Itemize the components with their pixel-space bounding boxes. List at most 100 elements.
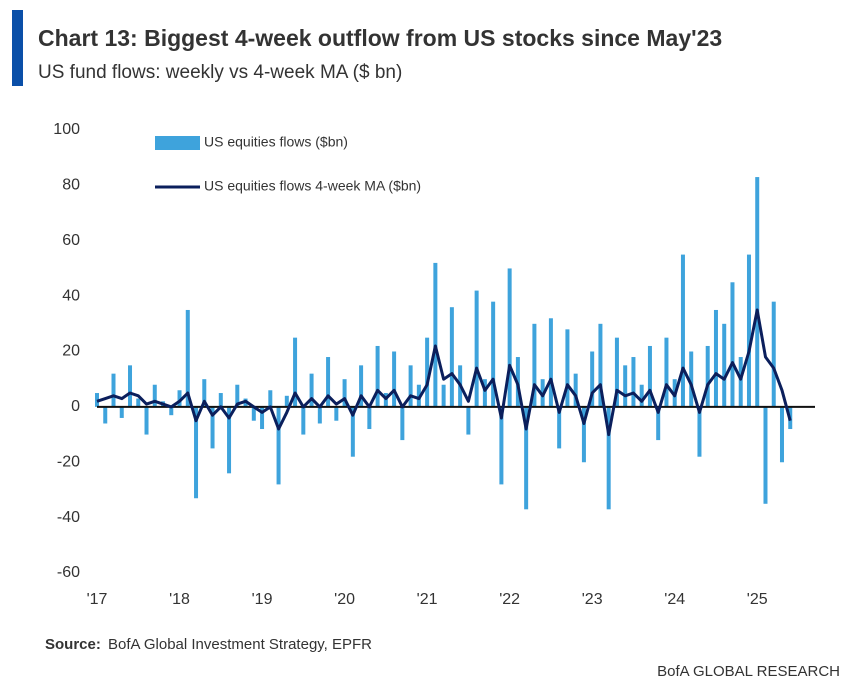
bar: [293, 337, 298, 407]
y-tick-label: -40: [57, 509, 80, 526]
bar: [491, 301, 496, 407]
bar: [408, 365, 413, 407]
brand: BofA GLOBAL RESEARCH: [657, 663, 840, 680]
chart-title: Chart 13: Biggest 4-week outflow from US…: [38, 25, 722, 51]
bar: [524, 406, 529, 510]
legend-label: US equities flows 4-week MA ($bn): [204, 178, 421, 194]
bar: [177, 390, 182, 407]
bar: [631, 357, 636, 407]
bar: [606, 406, 611, 510]
bar: [466, 406, 471, 435]
x-tick-label: '24: [664, 591, 685, 608]
x-tick-label: '20: [334, 591, 355, 608]
bar: [144, 406, 149, 435]
bar: [664, 337, 669, 407]
bar: [317, 406, 322, 424]
x-tick-label: '25: [747, 591, 768, 608]
bar: [251, 406, 256, 421]
legend-swatch: [155, 136, 200, 150]
y-tick-label: 20: [62, 343, 80, 360]
bar: [400, 406, 405, 441]
bar: [136, 398, 141, 407]
bar: [474, 290, 479, 407]
bar: [746, 254, 751, 407]
bar: [309, 373, 314, 407]
bar: [260, 406, 265, 430]
x-tick-label: '21: [417, 591, 438, 608]
bar: [623, 365, 628, 407]
bar: [367, 406, 372, 430]
bar: [779, 406, 784, 463]
bar: [326, 357, 331, 407]
bar: [639, 384, 644, 407]
bar: [705, 345, 710, 407]
bar: [276, 406, 281, 485]
bar: [359, 365, 364, 407]
bar: [713, 309, 718, 407]
bar: [548, 318, 553, 407]
bar: [169, 406, 174, 416]
bar: [647, 345, 652, 407]
bar: [284, 395, 289, 407]
bar: [235, 384, 240, 407]
chart-subtitle: US fund flows: weekly vs 4-week MA ($ bn…: [38, 62, 402, 83]
bar: [565, 329, 570, 407]
bar: [755, 177, 760, 407]
x-tick-label: '22: [499, 591, 520, 608]
bar: [425, 337, 430, 407]
y-tick-label: 80: [62, 177, 80, 194]
bar: [202, 379, 207, 407]
bar: [433, 262, 438, 407]
bar: [119, 406, 124, 418]
bar: [771, 301, 776, 407]
ma-line: [96, 308, 792, 437]
bar: [656, 406, 661, 441]
bar: [111, 373, 116, 407]
bar: [598, 323, 603, 407]
bar: [573, 373, 578, 407]
accent-bar: [12, 10, 23, 86]
bar: [334, 406, 339, 421]
bar: [218, 393, 223, 407]
bar: [375, 345, 380, 407]
bar: [722, 323, 727, 407]
bar: [185, 309, 190, 407]
bar: [482, 379, 487, 407]
bar: [210, 406, 215, 449]
bar: [128, 365, 133, 407]
bar: [342, 379, 347, 407]
bar: [738, 357, 743, 407]
bar: [507, 268, 512, 407]
y-tick-label: 40: [62, 287, 80, 304]
bar: [227, 406, 232, 474]
legend-label: US equities flows ($bn): [204, 134, 348, 150]
x-tick-label: '23: [582, 591, 603, 608]
bar: [152, 384, 157, 407]
bar: [350, 406, 355, 457]
y-tick-label: 100: [53, 121, 80, 138]
bar: [301, 406, 306, 435]
x-tick-label: '19: [252, 591, 273, 608]
bar: [590, 351, 595, 407]
bar: [689, 351, 694, 407]
bar: [680, 254, 685, 407]
bar: [581, 406, 586, 463]
bar: [697, 406, 702, 457]
bar: [441, 384, 446, 407]
bar: [763, 406, 768, 504]
bar: [194, 406, 199, 499]
source-label: Source:: [45, 636, 101, 653]
bar: [614, 337, 619, 407]
bar: [557, 406, 562, 449]
bar: [103, 406, 108, 424]
y-tick-label: 0: [71, 398, 80, 415]
x-tick-label: '17: [87, 591, 108, 608]
y-tick-label: -20: [57, 453, 80, 470]
bar: [392, 351, 397, 407]
bar: [532, 323, 537, 407]
y-tick-label: 60: [62, 232, 80, 249]
bar: [730, 282, 735, 407]
y-tick-label: -60: [57, 564, 80, 581]
source: BofA Global Investment Strategy, EPFR: [108, 636, 372, 653]
